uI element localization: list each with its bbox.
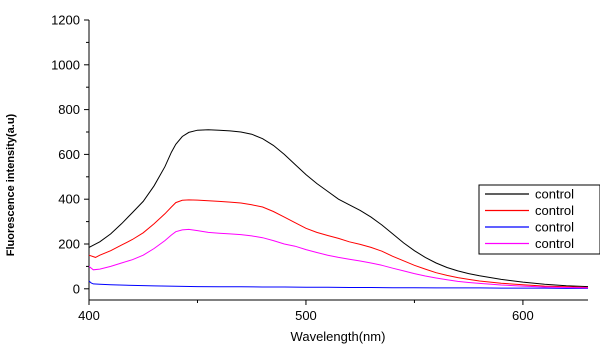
y-tick-label: 600 [58, 147, 80, 162]
legend-label-4: control [535, 236, 574, 251]
legend-label-3: control [535, 220, 574, 235]
plot-axes: 0 200 400 600 800 1000 1200 400 500 600 [51, 13, 588, 323]
y-tick-label: 800 [58, 102, 80, 117]
series-layer [88, 129, 589, 289]
y-tick-label: 1000 [51, 57, 80, 72]
x-axis-label: Wavelength(nm) [291, 329, 386, 344]
series-line-3 [88, 280, 588, 289]
y-axis-label: Fluorescence intensity(a.u) [5, 113, 17, 256]
series-line-4 [88, 228, 589, 289]
legend-box [478, 184, 600, 255]
y-tick-label: 200 [58, 237, 80, 252]
y-tick-label: 400 [58, 192, 80, 207]
x-tick-label: 600 [512, 308, 534, 323]
legend-label-1: control [535, 187, 574, 202]
series-line-2 [88, 199, 589, 288]
x-tick-label: 400 [78, 308, 100, 323]
series-line-1 [88, 129, 589, 288]
x-tick-label: 500 [295, 308, 317, 323]
y-tick-label: 0 [73, 281, 80, 296]
y-tick-label: 1200 [51, 13, 80, 28]
legend-label-2: control [535, 203, 574, 218]
